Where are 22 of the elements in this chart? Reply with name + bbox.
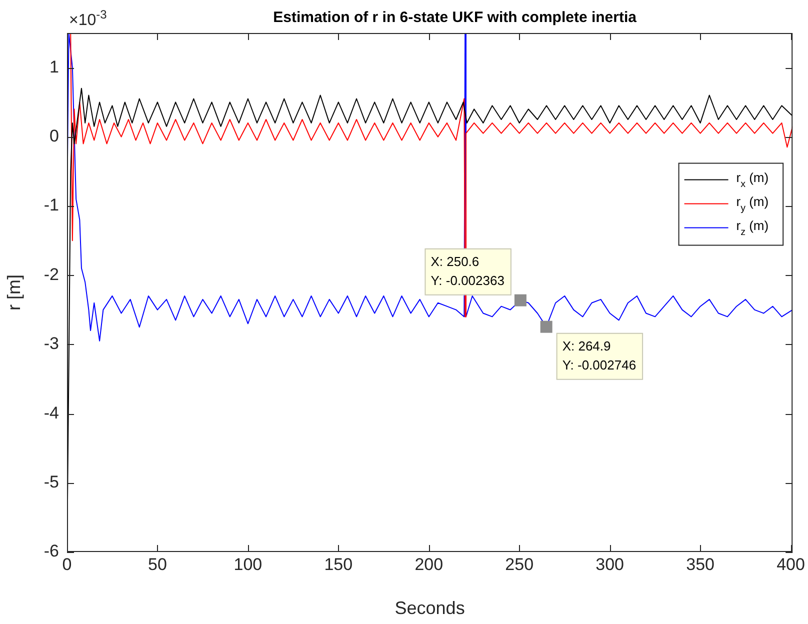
annotation: X: 250.6 Y: -0.002363 [430, 254, 504, 288]
y-tick-label: -4 [44, 403, 59, 422]
annotation: X: 264.9 Y: -0.002746 [562, 338, 636, 372]
chart-title: Estimation of r in 6-state UKF with complete inertia [273, 9, 638, 26]
y-tick-label: -6 [44, 542, 59, 561]
x-tick-label: 250 [505, 554, 534, 574]
y-tick-label: 0 [50, 126, 59, 146]
x-tick-label: 350 [686, 554, 714, 574]
x-tick-label: 150 [324, 554, 353, 574]
y-axis-title: r [m] [4, 274, 24, 310]
x-tick-label: 200 [414, 554, 444, 574]
x-tick-label: 0 [62, 554, 72, 574]
x-tick-label: 400 [776, 554, 805, 574]
x-tick-label: 50 [148, 554, 167, 574]
y-tick-label: 1 [50, 57, 59, 76]
x-axis-title: Seconds [394, 598, 465, 618]
y-tick-label: -1 [44, 196, 59, 215]
y-tick-label: -2 [44, 264, 59, 284]
y-tick-label: -3 [44, 334, 59, 354]
x-tick-label: 100 [234, 554, 262, 574]
x-tick-label: 300 [596, 554, 624, 574]
y-tick-label: -5 [44, 472, 59, 492]
